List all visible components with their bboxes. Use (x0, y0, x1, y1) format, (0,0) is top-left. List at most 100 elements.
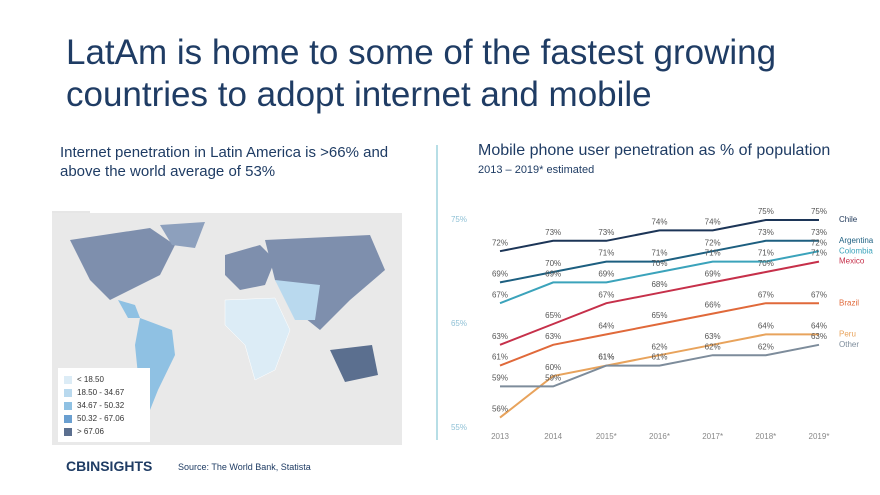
data-label: 64% (758, 322, 774, 331)
series-line (500, 343, 820, 388)
south-asia (275, 280, 320, 320)
chart-subtitle: 2013 – 2019* estimated (478, 164, 595, 176)
data-label: 73% (758, 228, 774, 237)
data-label: 63% (545, 332, 561, 341)
world-map (52, 213, 402, 445)
x-tick-label: 2015* (596, 432, 617, 441)
legend-label: 18.50 - 34.67 (77, 388, 125, 397)
data-label: 61% (492, 353, 508, 362)
data-label: 69% (545, 270, 561, 279)
data-label: 64% (811, 322, 827, 331)
data-label: 65% (545, 311, 561, 320)
x-tick-label: 2014 (544, 432, 562, 441)
series-line (499, 302, 819, 367)
series-line (499, 260, 820, 346)
legend-label: < 18.50 (77, 375, 104, 384)
data-label: 67% (811, 290, 827, 299)
legend-label: 34.67 - 50.32 (77, 401, 125, 410)
series-name: Mexico (839, 257, 865, 266)
north-america (70, 228, 175, 300)
data-label: 75% (758, 207, 774, 216)
data-label: 70% (545, 259, 561, 268)
chart-title: Mobile phone user penetration as % of po… (478, 142, 831, 159)
series-line (499, 239, 819, 284)
logo: CBINSIGHTS (66, 458, 153, 474)
y-tick-label: 65% (451, 319, 467, 328)
map-legend (58, 368, 150, 442)
data-label: 61% (651, 353, 667, 362)
data-label: 70% (651, 259, 667, 268)
data-label: 71% (758, 249, 774, 258)
data-label: 73% (811, 228, 827, 237)
series-name: Argentina (839, 236, 874, 245)
data-label: 71% (705, 249, 721, 258)
x-tick-label: 2013 (491, 432, 509, 441)
data-label: 71% (598, 249, 614, 258)
data-label: 60% (545, 363, 561, 372)
legend-label: 50.32 - 67.06 (77, 414, 125, 423)
data-label: 63% (811, 332, 827, 341)
data-label: 59% (492, 374, 508, 383)
data-label: 75% (811, 207, 827, 216)
data-label: 68% (651, 280, 667, 289)
data-label: 62% (758, 342, 774, 351)
data-label: 71% (651, 249, 667, 258)
data-label: 66% (705, 301, 721, 310)
series-name: Brazil (839, 298, 859, 307)
data-label: 62% (705, 342, 721, 351)
data-label: 73% (598, 228, 614, 237)
x-tick-label: 2018* (755, 432, 776, 441)
data-label: 71% (811, 249, 827, 258)
y-tick-label: 75% (451, 215, 467, 224)
y-tick-label: 55% (451, 423, 467, 432)
series-name: Colombia (839, 246, 873, 255)
data-label: 64% (598, 322, 614, 331)
source-note: Source: The World Bank, Statista (178, 462, 311, 472)
legend-swatch (64, 389, 72, 397)
series-name: Peru (839, 330, 856, 339)
data-label: 72% (811, 238, 827, 247)
series-name: Other (839, 340, 859, 349)
data-label: 73% (545, 228, 561, 237)
legend-label: > 67.06 (77, 427, 104, 436)
data-label: 56% (492, 405, 508, 414)
data-label: 69% (492, 270, 508, 279)
data-label: 74% (705, 218, 721, 227)
legend-swatch (64, 428, 72, 436)
data-label: 67% (598, 290, 614, 299)
data-label: 61% (598, 353, 614, 362)
series-line (499, 219, 819, 253)
legend-swatch (64, 415, 72, 423)
slide-title: LatAm is home to some of the fastest gro… (66, 33, 777, 114)
data-label: 72% (705, 238, 721, 247)
greenland (160, 222, 205, 248)
data-label: 61% (598, 353, 614, 362)
legend-swatch (64, 402, 72, 410)
data-label: 74% (651, 218, 667, 227)
data-label: 59% (545, 374, 561, 383)
data-label: 70% (758, 259, 774, 268)
series-name: Chile (839, 215, 858, 224)
data-label: 63% (705, 332, 721, 341)
legend-swatch (64, 376, 72, 384)
data-label: 67% (492, 290, 508, 299)
africa (224, 297, 291, 381)
x-tick-label: 2017* (702, 432, 723, 441)
data-label: 69% (705, 270, 721, 279)
data-label: 65% (651, 311, 667, 320)
data-label: 62% (651, 342, 667, 351)
data-label: 63% (492, 332, 508, 341)
central-america (118, 300, 140, 318)
data-label: 72% (492, 238, 508, 247)
australia (330, 345, 378, 382)
europe (225, 245, 275, 290)
data-label: 69% (598, 270, 614, 279)
map-subtitle: Internet penetration in Latin America is… (60, 144, 389, 180)
series-line (499, 333, 819, 419)
data-label: 67% (758, 290, 774, 299)
x-tick-label: 2019* (809, 432, 830, 441)
series-line (499, 250, 820, 305)
x-tick-label: 2016* (649, 432, 670, 441)
